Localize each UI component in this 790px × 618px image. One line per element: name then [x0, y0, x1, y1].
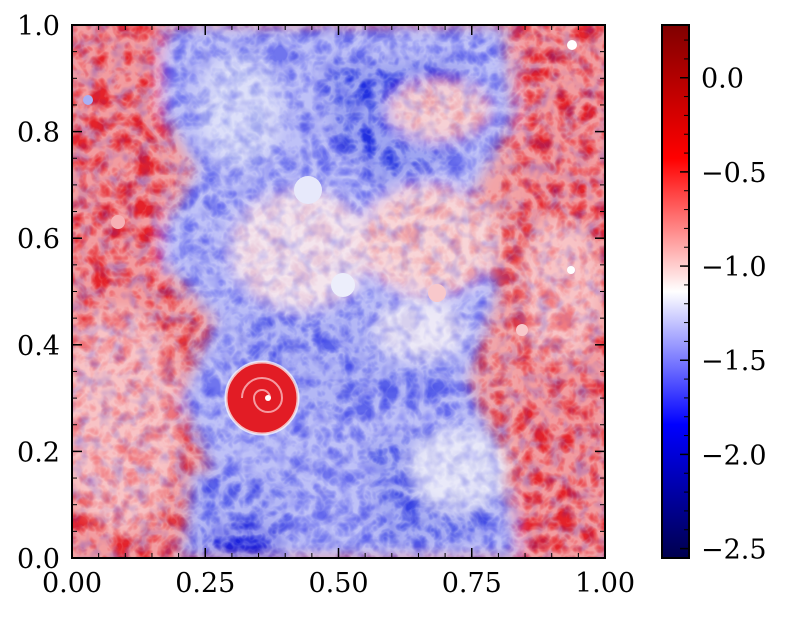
x-tick-label: 0.75	[442, 568, 502, 599]
y-tick-label: 0.8	[17, 118, 60, 149]
minor-ticks	[72, 25, 605, 558]
x-tick-label: 0.50	[308, 568, 368, 599]
y-tick-label: 0.2	[17, 437, 60, 468]
x-tick-label: 0.00	[42, 568, 102, 599]
colorbar-tick-label: −1.5	[701, 346, 767, 377]
x-axis: 0.00 0.25 0.50 0.75 1.00	[42, 25, 635, 599]
x-tick-label: 0.25	[175, 568, 235, 599]
y-tick-label: 0.6	[17, 224, 60, 255]
colorbar-tick-label: −1.0	[701, 252, 767, 283]
colorbar-frame	[661, 24, 690, 559]
colorbar-tick-label: 0.0	[701, 64, 744, 95]
colorbar-ticks: 0.0 −0.5 −1.0 −1.5 −2.0 −2.5	[680, 39, 767, 566]
vortex	[224, 360, 300, 436]
colorbar-tick-label: −2.5	[701, 535, 767, 566]
y-tick-label: 1.0	[17, 11, 60, 42]
y-tick-label: 0.0	[17, 544, 60, 575]
x-tick-label: 1.00	[575, 568, 635, 599]
colorbar-tick-label: −0.5	[701, 158, 767, 189]
y-tick-label: 0.4	[17, 331, 60, 362]
heatmap-field	[72, 25, 605, 558]
colorbar-gradient	[662, 25, 689, 558]
colorbar-tick-label: −2.0	[701, 440, 767, 471]
